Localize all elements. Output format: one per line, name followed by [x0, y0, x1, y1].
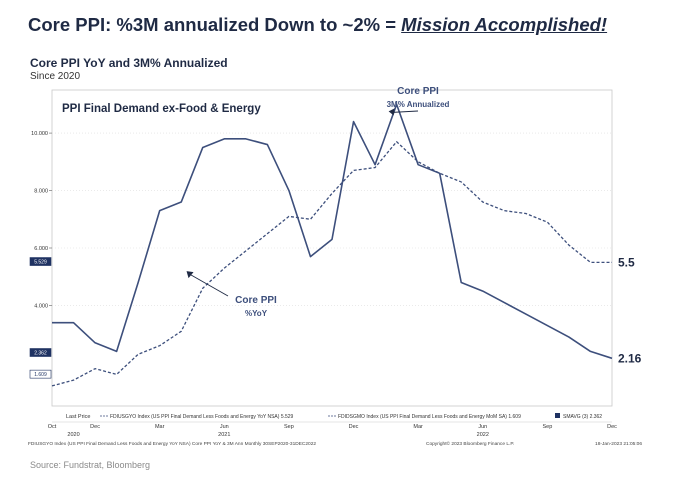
x-tick-label: Dec — [607, 424, 617, 430]
axis-value-marker-label: 5.529 — [34, 260, 47, 266]
x-tick-label: Dec — [90, 424, 100, 430]
x-tick-label: Oct — [48, 424, 57, 430]
chart-container: Core PPI YoY and 3M% Annualized Since 20… — [28, 56, 644, 464]
chart-subtitle: Since 2020 — [30, 71, 81, 82]
annotation-3m-arrow — [392, 110, 419, 113]
axis-value-marker-label: 2.362 — [34, 351, 47, 357]
chart-svg: PPI Final Demand ex-Food & Energy 4.000 6.… — [28, 86, 642, 447]
legend-smavg: SMAVG (3) 2.362 — [563, 414, 602, 420]
y-tick-label: 10.000 — [31, 131, 48, 137]
annotation-yoy-line1: Core PPI — [235, 295, 277, 306]
x-tick-label: Jun — [220, 424, 229, 430]
x-year-label: 2022 — [477, 432, 489, 438]
headline: Core PPI: %3M annualized Down to ~2% = M… — [28, 14, 607, 36]
legend-last-price: Last Price — [66, 414, 90, 420]
inner-title: PPI Final Demand ex-Food & Energy — [62, 103, 261, 115]
annotation-3m-line1: Core PPI — [397, 86, 439, 97]
annotation-yoy-arrowhead — [186, 271, 194, 279]
axis-value-marker — [29, 257, 52, 266]
x-tick-label: Mar — [155, 424, 165, 430]
x-year-label: 2020 — [67, 432, 79, 438]
series-end-label: 2.16 — [618, 351, 642, 365]
annotation-3m-arrowhead — [388, 108, 395, 116]
axis-value-marker — [29, 369, 52, 379]
annotation-yoy-arrow — [189, 273, 229, 297]
footer-timestamp: 18-Jan-2023 21:05:06 — [595, 441, 642, 447]
legend-mom: FDIDSGMO Index (US PPI Final Demand Less… — [338, 414, 521, 420]
x-tick-label: Mar — [413, 424, 423, 430]
x-tick-label: Sep — [284, 424, 294, 430]
series-line-yoy — [51, 141, 612, 387]
y-tick-label: 8.000 — [34, 189, 48, 195]
annotation-3m-line2: 3M% Annualized — [387, 100, 450, 109]
footer-copyright: Copyright© 2023 Bloomberg Finance L.P. — [426, 440, 514, 447]
legend-swatch-smavg — [555, 413, 560, 418]
x-tick-label: Dec — [349, 424, 359, 430]
series-line-3m-annualized — [52, 103, 613, 360]
x-tick-label: Jun — [478, 424, 487, 430]
x-tick-label: Sep — [542, 424, 552, 430]
annotation-yoy-line2: %YoY — [245, 309, 268, 318]
chart-title: Core PPI YoY and 3M% Annualized — [30, 56, 228, 70]
axis-value-marker-label: 1.609 — [34, 372, 47, 378]
series-end-label: 5.5 — [618, 255, 635, 269]
legend-yoy: FDIUSGYO Index (US PPI Final Demand Less… — [110, 414, 294, 420]
headline-accent: Mission Accomplished! — [401, 14, 608, 35]
axis-value-marker — [29, 348, 52, 357]
y-tick-label: 6.000 — [34, 246, 48, 252]
y-tick-label: 4.000 — [34, 303, 48, 309]
headline-prefix: Core PPI: %3M annualized Down to ~2% = — [28, 14, 402, 35]
source-note: Source: Fundstrat, Bloomberg — [30, 460, 151, 470]
footer-series-info: FDIUSGYO Index (US PPI Final Demand Less… — [28, 441, 316, 447]
x-year-label: 2021 — [218, 432, 230, 438]
